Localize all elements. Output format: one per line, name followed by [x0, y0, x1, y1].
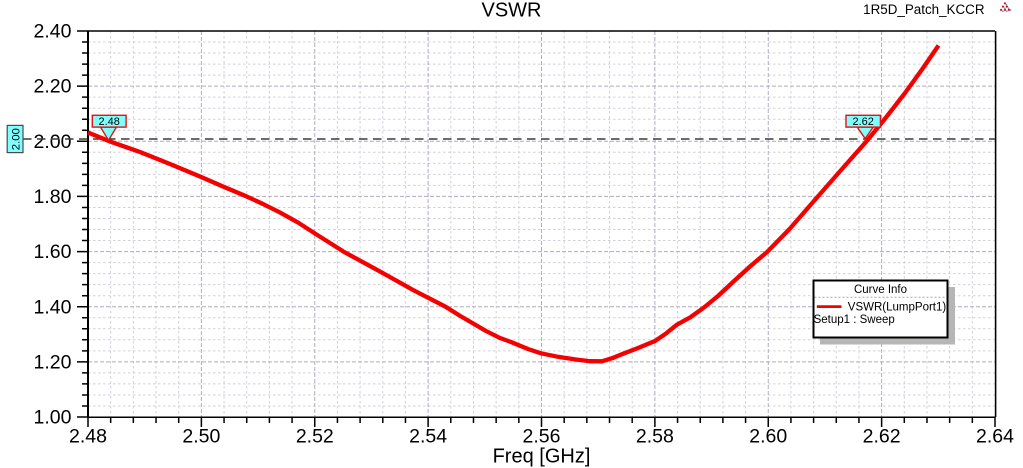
svg-text:2.62: 2.62: [852, 116, 873, 128]
svg-text:1.60: 1.60: [34, 241, 72, 263]
svg-text:2.48: 2.48: [69, 426, 107, 448]
svg-text:Setup1 : Sweep: Setup1 : Sweep: [814, 314, 895, 326]
svg-text:2.60: 2.60: [749, 426, 787, 448]
svg-text:2.40: 2.40: [34, 21, 72, 43]
svg-text:1.40: 1.40: [34, 296, 72, 318]
svg-text:2.00: 2.00: [34, 131, 72, 153]
svg-text:2.48: 2.48: [98, 116, 119, 128]
svg-text:2.62: 2.62: [863, 426, 901, 448]
svg-text:Freq [GHz]: Freq [GHz]: [493, 446, 591, 468]
svg-text:2.56: 2.56: [523, 426, 561, 448]
svg-text:2.58: 2.58: [636, 426, 674, 448]
svg-text:1.20: 1.20: [34, 352, 72, 374]
svg-text:2.50: 2.50: [182, 426, 220, 448]
svg-text:2.20: 2.20: [34, 76, 72, 98]
svg-text:VSWR: VSWR: [482, 0, 542, 22]
svg-text:VSWR(LumpPort1): VSWR(LumpPort1): [848, 301, 947, 313]
svg-text:1.00: 1.00: [34, 407, 72, 429]
svg-text:1R5D_Patch_KCCR: 1R5D_Patch_KCCR: [863, 2, 985, 17]
svg-text:2.52: 2.52: [296, 426, 334, 448]
svg-text:2.54: 2.54: [409, 426, 447, 448]
svg-text:2.64: 2.64: [976, 426, 1014, 448]
svg-text:2.00: 2.00: [10, 128, 22, 150]
svg-text:1.80: 1.80: [34, 186, 72, 208]
svg-text:Curve Info: Curve Info: [854, 284, 907, 296]
